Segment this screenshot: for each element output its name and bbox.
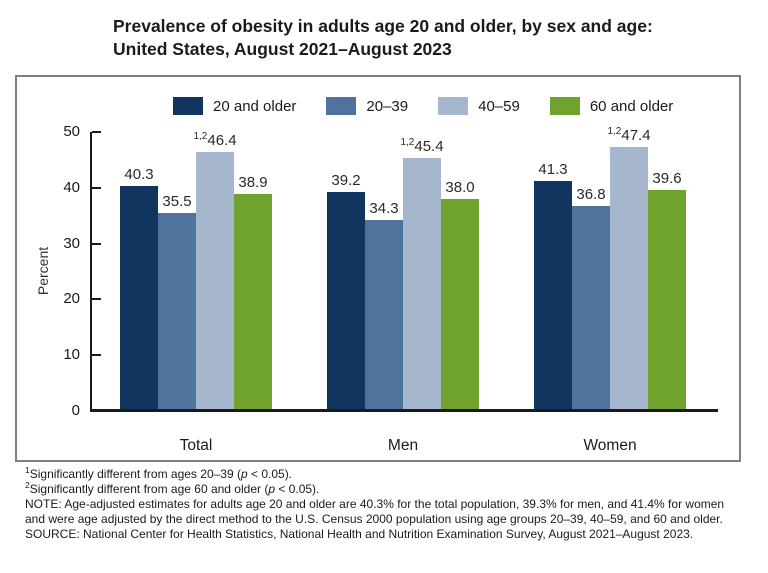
x-category-label: Women [583,437,637,454]
footnote-line: 1Significantly different from ages 20–39… [25,465,293,481]
bar-cell: 38.0 [441,179,479,411]
legend-item: 60 and older [549,97,674,115]
bar-women-2 [572,205,610,411]
bar-cell: 1,246.4 [193,131,237,411]
title-line-2: United States, August 2021–August 2023 [113,39,452,59]
chart-container: 20 and older 20–39 40–59 60 and older Perce… [15,75,741,462]
bar-cell: 41.3 [534,161,572,411]
bar-value-label: 38.9 [238,173,268,191]
bar-groups: 40.3 35.5 1,246.4 38.9 Total 39.2 34.3 1,245.4 3… [90,126,718,454]
bar-cell: 1,245.4 [400,136,444,411]
y-tick-mark [92,298,101,301]
y-tick-label: 40 [63,178,80,196]
bar-group-women: 41.3 36.8 1,247.4 39.6 Women [534,125,686,454]
bar-value-label: 39.2 [331,172,361,190]
title-line-1: Prevalence of obesity in adults age 20 a… [113,16,653,36]
footnotes: 1Significantly different from ages 20–39… [25,465,743,542]
significance-superscript: 1,2 [607,125,622,137]
bar-group-men: 39.2 34.3 1,245.4 38.0 Men [327,136,479,454]
bar-total-4 [234,193,272,411]
bar-cell: 1,247.4 [607,125,651,411]
page-title: Prevalence of obesity in adults age 20 a… [113,15,653,61]
y-tick-mark [92,242,101,245]
bar-value-label: 34.3 [369,199,399,217]
y-tick-label: 30 [63,234,80,252]
footnote-line: NOTE: Age-adjusted estimates for adults … [25,497,725,526]
bar-group-total: 40.3 35.5 1,246.4 38.9 Total [120,131,272,454]
legend-item: 20–39 [326,97,408,115]
legend-label: 20 and older [213,97,297,115]
bar-cell: 39.6 [648,170,686,411]
legend-swatch-icon [326,97,357,115]
bar-value-label: 41.3 [538,160,568,178]
bar-cell: 36.8 [572,186,610,411]
y-tick-mark [92,354,101,357]
bar-cell: 38.9 [234,174,272,411]
legend-swatch-icon [549,97,580,115]
bar-men-1 [327,192,365,411]
bar-women-1 [534,180,572,411]
y-tick-label: 0 [71,402,80,419]
bar-cell: 39.2 [327,172,365,411]
y-tick-label: 50 [63,123,80,140]
bar-cell: 35.5 [158,193,196,411]
legend-swatch-icon [438,97,469,115]
y-tick-mark [92,186,101,189]
footnote-superscript: 1 [25,465,30,475]
bar-total-3 [196,152,234,411]
bar-men-3 [403,157,441,411]
bar-women-4 [648,190,686,411]
y-axis-line [90,132,92,411]
legend-label: 60 and older [589,97,674,115]
plot-area: 40.3 35.5 1,246.4 38.9 Total 39.2 34.3 1,245.4 3… [63,123,718,454]
footnote-line: SOURCE: National Center for Health Stati… [25,527,694,541]
bar-men-2 [365,219,403,411]
bar-value-label: 1,246.4 [193,131,237,150]
bar-cell: 40.3 [120,166,158,411]
bar-value-label: 40.3 [124,166,154,184]
x-category-label: Total [179,437,213,454]
significance-superscript: 1,2 [400,136,415,148]
bar-total-1 [120,186,158,411]
bar-cell: 34.3 [365,200,403,411]
significance-superscript: 1,2 [193,131,208,143]
footnote-superscript: 2 [25,480,30,490]
legend-label: 20–39 [366,97,409,115]
legend-item: 20 and older [173,97,296,115]
legend-item: 40–59 [438,97,520,115]
x-category-label: Men [387,437,419,454]
bar-value-label: 38.0 [445,178,475,196]
bar-value-label: 39.6 [652,170,682,188]
bar-value-label: 1,247.4 [607,125,651,144]
bar-value-label: 1,245.4 [400,136,444,155]
x-axis-line [90,409,718,412]
footnote-line: 2Significantly different from age 60 and… [25,480,320,496]
chart-legend: 20 and older 20–39 40–59 60 and older [173,97,673,115]
y-tick-mark [92,131,101,133]
y-tick-label: 20 [63,290,80,308]
y-tick-label: 10 [63,346,80,364]
bar-value-label: 36.8 [576,185,606,203]
bar-total-2 [158,212,196,411]
bar-women-3 [610,146,648,411]
bar-men-4 [441,198,479,411]
legend-swatch-icon [173,97,203,115]
bar-value-label: 35.5 [162,192,192,210]
legend-label: 40–59 [478,97,520,115]
